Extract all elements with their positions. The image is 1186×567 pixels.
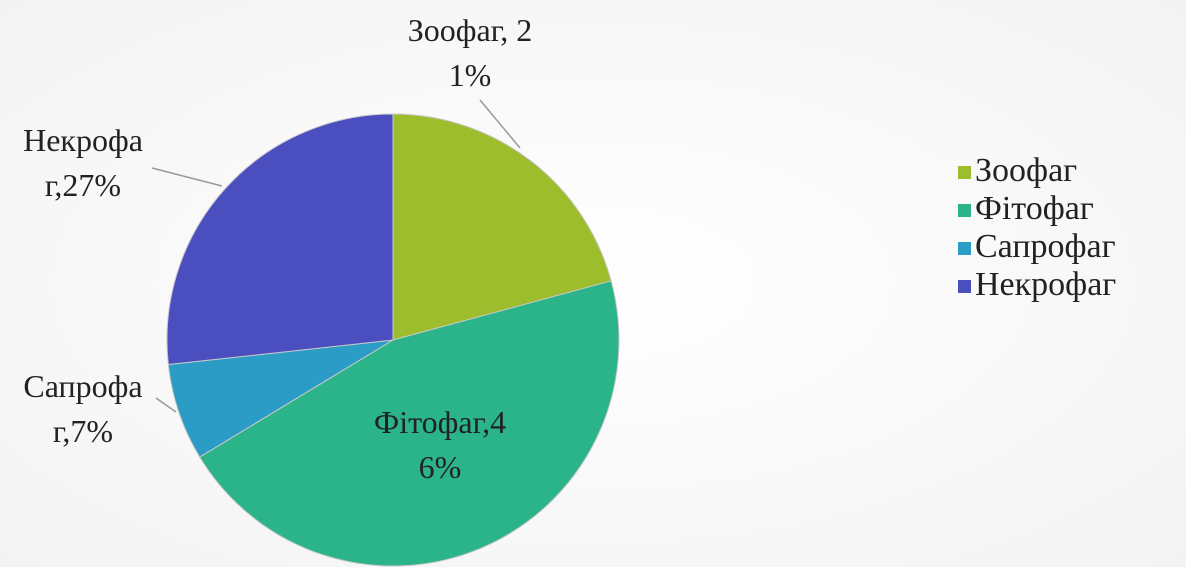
- legend-entry: Некрофаг: [958, 266, 1116, 304]
- legend-label: Некрофаг: [975, 266, 1117, 303]
- data-label: Зоофаг, 21%: [407, 12, 533, 93]
- legend-entry: Зоофаг: [958, 152, 1077, 190]
- legend-label: Сапрофаг: [975, 228, 1116, 265]
- data-label: Некрофаг,27%: [23, 122, 143, 203]
- pie-slice: [392, 113, 612, 341]
- leader-line: [155, 397, 177, 413]
- legend-entry: Сапрофаг: [958, 228, 1116, 266]
- legend-label: Зоофаг: [975, 152, 1078, 189]
- pie-slice: [166, 113, 394, 366]
- legend-swatch: [958, 280, 971, 293]
- legend-label: Фітофаг: [975, 190, 1094, 227]
- data-label: Сапрофаг,7%: [23, 368, 143, 449]
- leader-line: [151, 167, 223, 187]
- data-label: Фітофаг,46%: [373, 404, 507, 485]
- leader-line: [479, 99, 521, 149]
- pie-slice: [198, 280, 620, 567]
- legend-swatch: [958, 166, 971, 179]
- legend-swatch: [958, 242, 971, 255]
- legend-swatch: [958, 204, 971, 217]
- legend-entry: Фітофаг: [958, 190, 1094, 228]
